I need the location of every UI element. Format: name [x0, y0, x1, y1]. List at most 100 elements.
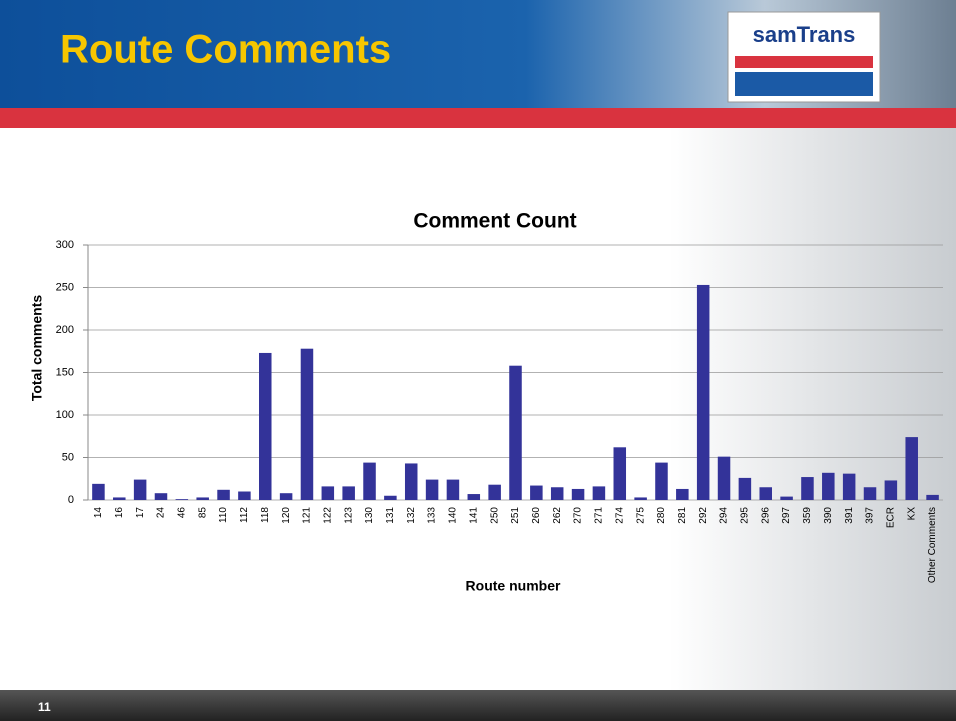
bar: [739, 478, 752, 500]
x-tick-label: 120: [281, 507, 292, 524]
logo-text: samTrans: [753, 22, 856, 47]
x-tick-label: Other Comments: [927, 507, 938, 583]
bar: [905, 437, 918, 500]
x-tick-label: ECR: [886, 507, 897, 528]
bar: [634, 497, 647, 500]
chart-title: Comment Count: [413, 210, 576, 233]
bar: [926, 495, 939, 500]
y-tick-label: 100: [56, 409, 74, 421]
bar: [551, 487, 564, 500]
y-tick-label: 50: [62, 451, 74, 463]
x-tick-label: 274: [614, 507, 625, 524]
y-tick-label: 300: [56, 239, 74, 251]
x-tick-label: 296: [760, 507, 771, 524]
bar: [196, 497, 209, 500]
bar: [134, 480, 147, 500]
x-tick-label: 46: [176, 507, 187, 519]
x-tick-label: 295: [740, 507, 751, 524]
x-tick-label: 16: [114, 507, 125, 519]
logo-red: [735, 56, 873, 68]
bar: [801, 477, 814, 500]
bar: [530, 486, 543, 500]
footer: [0, 690, 956, 721]
bar: [759, 487, 772, 500]
x-tick-label: 118: [260, 507, 271, 523]
bar: [822, 473, 835, 500]
bar: [280, 493, 293, 500]
x-tick-label: 390: [823, 507, 834, 524]
bar: [92, 484, 105, 500]
y-tick-label: 250: [56, 281, 74, 293]
bar: [384, 496, 397, 500]
y-axis-label: Total comments: [29, 295, 45, 402]
x-tick-label: 281: [677, 507, 688, 524]
bar: [468, 494, 481, 500]
bar: [155, 493, 168, 500]
x-tick-label: KX: [906, 507, 917, 521]
x-tick-label: 17: [135, 507, 146, 519]
bar: [238, 492, 251, 501]
bar: [217, 490, 230, 500]
x-tick-label: 121: [302, 507, 313, 524]
x-tick-label: 280: [656, 507, 667, 524]
bar: [176, 499, 189, 500]
x-tick-label: 270: [573, 507, 584, 524]
x-tick-label: 123: [343, 507, 354, 524]
bar: [488, 485, 501, 500]
bar: [864, 487, 877, 500]
slide: Route Comments samTrans 11 Comment Count…: [0, 0, 956, 721]
x-tick-label: 391: [844, 507, 855, 524]
bar: [572, 489, 585, 500]
bar: [593, 486, 606, 500]
x-tick-label: 260: [531, 507, 542, 524]
y-tick-label: 150: [56, 366, 74, 378]
x-tick-label: 251: [510, 507, 521, 524]
x-tick-label: 250: [489, 507, 500, 524]
x-tick-label: 132: [406, 507, 417, 524]
logo-blue: [735, 72, 873, 96]
bar: [363, 463, 376, 500]
bar: [447, 480, 460, 500]
bar: [697, 285, 710, 500]
x-tick-label: 297: [781, 507, 792, 524]
y-tick-label: 0: [68, 494, 74, 506]
slide-title: Route Comments: [60, 28, 391, 72]
bar: [509, 366, 522, 500]
x-tick-label: 131: [385, 507, 396, 524]
y-tick-label: 200: [56, 324, 74, 336]
x-tick-label: 110: [218, 507, 229, 523]
x-tick-label: 292: [698, 507, 709, 524]
bar: [322, 486, 335, 500]
bar: [405, 463, 418, 500]
bar: [259, 353, 272, 500]
x-tick-label: 141: [468, 507, 479, 524]
x-tick-label: 112: [239, 507, 250, 523]
x-tick-label: 130: [364, 507, 375, 524]
bar: [780, 497, 793, 500]
bar: [301, 349, 314, 500]
page-number: 11: [38, 700, 51, 714]
x-tick-label: 140: [448, 507, 459, 524]
bar: [426, 480, 439, 500]
bar: [342, 486, 355, 500]
x-tick-label: 271: [594, 507, 605, 524]
x-tick-label: 397: [865, 507, 876, 524]
x-tick-label: 359: [802, 507, 813, 524]
x-tick-label: 14: [93, 507, 104, 519]
bar: [113, 497, 126, 500]
bar: [843, 474, 856, 500]
bar: [718, 457, 731, 500]
x-tick-label: 122: [322, 507, 333, 524]
x-tick-label: 85: [197, 507, 208, 519]
x-tick-label: 133: [427, 507, 438, 524]
bar: [885, 480, 898, 500]
x-tick-label: 24: [156, 507, 167, 519]
bar: [614, 447, 627, 500]
header-stripe: [0, 108, 956, 128]
bar: [676, 489, 689, 500]
x-tick-label: 262: [552, 507, 563, 524]
x-tick-label: 275: [635, 507, 646, 524]
x-tick-label: 294: [719, 507, 730, 524]
x-axis-label: Route number: [466, 578, 561, 594]
bar: [655, 463, 668, 500]
